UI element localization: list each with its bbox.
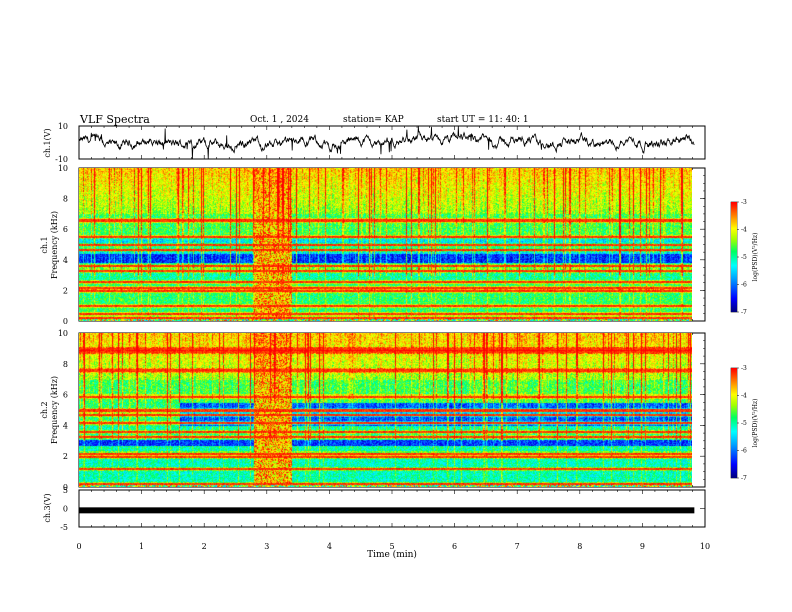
y-tick-label: 8 [63,195,68,204]
y-tick-label: 0 [63,505,68,514]
ch1-spectrogram [79,168,692,321]
ch1-waveform-line [78,126,695,159]
x-tick-label: 10 [700,542,710,551]
ch2-colorbar [731,368,737,478]
ch3-waveform-ylabel: ch.3(V) [43,493,52,522]
ch1-spec-ylabel-ch: ch.1 [40,236,49,253]
colorbar-tick-label: -3 [741,199,747,206]
colorbar-tick-label: -5 [741,254,747,261]
ch1-spec-ylabel-freq: Frequency (kHz) [50,211,59,279]
y-tick-label: 5 [63,486,68,495]
colorbar-tick-label: -5 [741,420,747,427]
x-tick-label: 1 [139,542,144,551]
y-tick-label: 10 [58,329,68,338]
colorbar-tick-label: -7 [741,475,747,482]
y-tick-label: -5 [60,523,68,532]
start-time-label: start UT = 11: 40: 1 [437,115,529,125]
ch3-waveform-trace [79,507,695,514]
x-tick-label: 9 [640,542,645,551]
x-tick-label: 5 [389,542,394,551]
colorbar-tick-label: -4 [741,393,747,400]
x-tick-label: 8 [577,542,582,551]
x-tick-label: 0 [76,542,81,551]
y-tick-label: 2 [63,286,68,295]
ch2-spectrogram [79,333,692,487]
ch2-spec-ylabel-freq: Frequency (kHz) [50,376,59,444]
ch2-spec-ylabel-ch: ch.2 [40,401,49,418]
colorbar-tick-label: -7 [741,309,747,316]
ch1-colorbar [731,202,737,312]
ch2-colorbar-label: log(PSD)(V²/Hz) [752,399,759,448]
colorbar-tick-label: -4 [741,227,747,234]
x-tick-label: 3 [264,542,269,551]
y-tick-label: 4 [63,421,68,430]
colorbar-tick-label: -6 [741,282,747,289]
y-tick-label: -10 [55,155,68,164]
y-tick-label: 0 [63,483,68,492]
y-tick-label: 8 [63,360,68,369]
y-tick-label: 6 [63,391,68,400]
y-tick-label: 2 [63,452,68,461]
x-axis-label: Time (min) [367,549,417,560]
ch1-waveform-ylabel: ch.1(V) [43,128,52,157]
x-tick-label: 2 [202,542,207,551]
ch1-waveform-trace [78,126,695,159]
colorbar-tick-label: -6 [741,448,747,455]
station-label: station= KAP [343,115,404,125]
y-tick-label: 10 [58,164,68,173]
y-tick-label: 10 [58,122,68,131]
y-tick-label: 6 [63,225,68,234]
y-tick-label: 0 [63,317,68,326]
y-tick-label: 4 [63,256,68,265]
x-tick-label: 7 [515,542,520,551]
date-label: Oct. 1 , 2024 [250,115,309,125]
chart-title: VLF Spectra [80,113,150,126]
ch3-waveform-line [79,507,695,514]
colorbar-tick-label: -3 [741,365,747,372]
x-tick-label: 6 [452,542,457,551]
ch1-colorbar-label: log(PSD)(V²/Hz) [752,233,759,282]
x-tick-label: 4 [327,542,332,551]
